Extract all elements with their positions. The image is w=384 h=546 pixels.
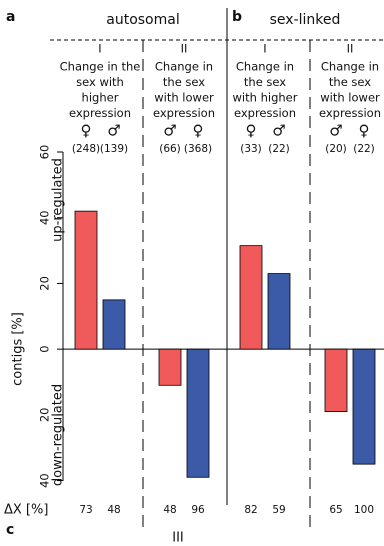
delta-x-value: 96	[191, 504, 205, 516]
bar	[158, 348, 182, 386]
y-tick-label: 60	[38, 145, 52, 160]
sex-symbol: ♂	[107, 122, 120, 140]
sex-symbol: ♂	[329, 122, 342, 140]
group-numeral: II	[181, 42, 188, 56]
count-label: (22)	[268, 143, 290, 155]
bar	[239, 245, 263, 350]
y-tick-label: 0	[38, 345, 52, 352]
count-label: (66)	[159, 143, 181, 155]
bar	[186, 348, 210, 478]
group-description: with lower	[320, 91, 380, 105]
bar	[352, 348, 376, 465]
group-description: the sex	[329, 75, 371, 89]
group-description: expression	[153, 106, 215, 120]
sex-symbol: ♂	[163, 122, 176, 140]
sex-symbol: ♀	[359, 122, 370, 140]
delta-x-value: 48	[107, 504, 120, 516]
count-label: (22)	[353, 143, 375, 155]
delta-x-value: 59	[272, 504, 285, 516]
group-description: Change in	[321, 60, 379, 74]
group-description: the sex	[244, 75, 286, 89]
group-description: expression	[319, 106, 381, 120]
group-description: sex with	[76, 75, 124, 89]
bar	[267, 273, 291, 350]
count-label: (248)	[72, 143, 100, 155]
count-label: (20)	[325, 143, 347, 155]
sex-symbol: ♀	[81, 122, 92, 140]
group-description: expression	[69, 106, 131, 120]
bar	[74, 210, 98, 350]
y-tick-label: 40	[38, 210, 52, 225]
sex-symbol: ♀	[193, 122, 204, 140]
panel-title: sex-linked	[270, 12, 341, 28]
panel-label: c	[6, 522, 14, 538]
y-tick-label: 20	[38, 276, 52, 291]
group-description: the sex	[163, 75, 205, 89]
group-description: expression	[234, 106, 296, 120]
group-description: Change in	[155, 60, 213, 74]
delta-x-value: 73	[79, 504, 92, 516]
footer-label: III	[172, 531, 184, 546]
bar	[324, 348, 348, 412]
panel-label: a	[6, 9, 15, 25]
group-description: with lower	[154, 91, 214, 105]
delta-x-value: 100	[354, 504, 374, 516]
bar	[102, 299, 126, 350]
delta-label: ΔX [%]	[4, 503, 48, 518]
count-label: (139)	[100, 143, 128, 155]
delta-x-value: 48	[163, 504, 176, 516]
y-tick-label: 40	[38, 473, 52, 488]
count-label: (33)	[240, 143, 262, 155]
delta-x-value: 65	[329, 504, 342, 516]
delta-x-value: 82	[244, 504, 257, 516]
group-numeral: I	[98, 42, 101, 56]
group-numeral: I	[263, 42, 266, 56]
group-description: Change in the	[60, 60, 141, 74]
panel-title: autosomal	[106, 12, 179, 28]
y-tick-label: 20	[38, 408, 52, 423]
sex-symbol: ♂	[272, 122, 285, 140]
region-label: down-regulated	[51, 384, 66, 486]
panel-label: b	[232, 9, 242, 25]
group-description: Change in	[236, 60, 294, 74]
region-label: up-regulated	[51, 158, 66, 242]
group-numeral: II	[347, 42, 354, 56]
sex-symbol: ♀	[246, 122, 257, 140]
group-description: with higher	[233, 91, 298, 105]
count-label: (368)	[184, 143, 212, 155]
y-axis-label: contigs [%]	[11, 312, 26, 386]
group-description: higher	[82, 91, 119, 105]
